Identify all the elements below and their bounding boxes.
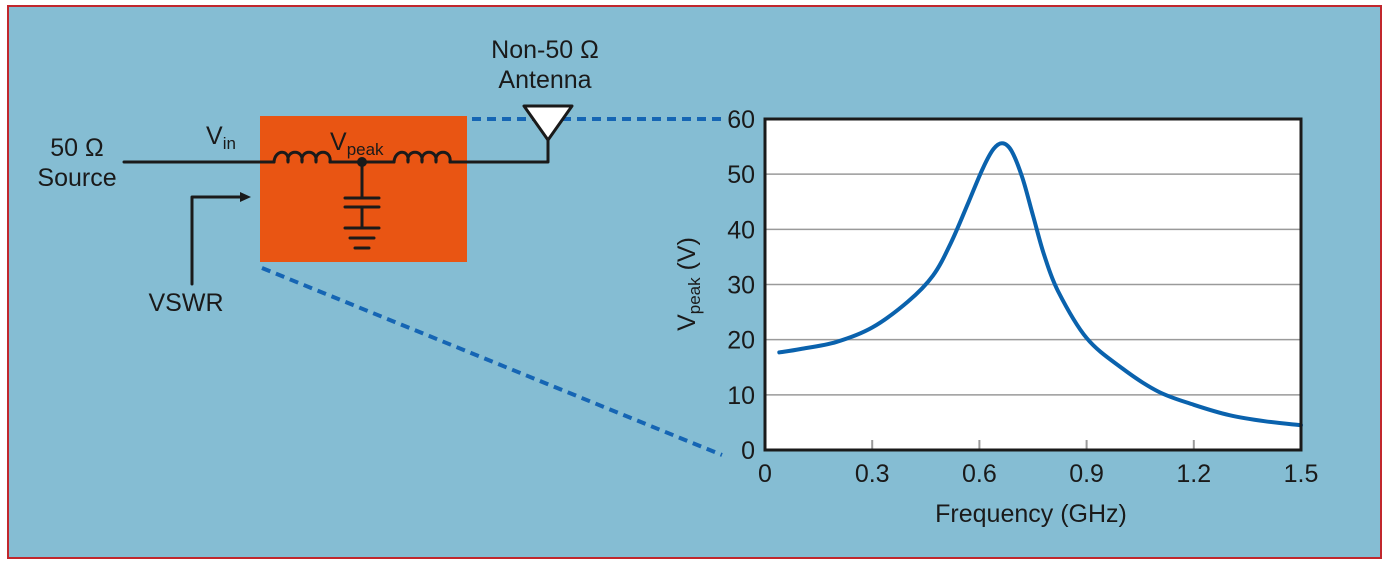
grid-lines [765,173,1301,396]
arrow-icon [190,195,247,286]
y-axis-ticks: 0 10 20 30 40 50 60 [727,106,755,465]
x-tick-label: 0.9 [1069,460,1104,488]
output-wire [448,138,550,164]
y-tick-label: 20 [727,327,755,355]
y-tick-label: 40 [727,216,755,244]
x-tick-label: 1.5 [1284,460,1319,488]
y-tick-label: 60 [727,106,755,134]
antenna-label-line1: Non-50 Ω [491,36,599,64]
y-tick-label: 10 [727,382,755,410]
circuit-diagram: 50 Ω Source Vin Vpeak VSWR Non-50 Ω Ante… [37,36,598,317]
x-tick-label: 0.3 [855,460,890,488]
vin-label: Vin [206,122,236,153]
plot-frame [763,117,1303,452]
zoom-leader-lines [261,117,723,457]
x-tick-label: 0 [758,460,772,488]
x-axis-ticks: 0 0.3 0.6 0.9 1.2 1.5 [758,440,1318,488]
y-axis-label: Vpeak (V) [673,237,704,331]
y-tick-label: 0 [741,437,755,465]
vpeak-node-dot [357,157,367,167]
x-axis-label: Frequency (GHz) [935,500,1127,528]
x-tick-label: 0.6 [962,460,997,488]
antenna-label-line2: Antenna [498,66,591,94]
arrowhead-icon [240,192,251,202]
y-tick-label: 50 [727,161,755,189]
antenna-icon [522,104,574,142]
source-label-line2: Source [37,164,116,192]
inductor-icon [392,150,452,164]
bottom-leader-line [261,266,723,457]
vswr-label: VSWR [149,289,224,317]
source-label-line1: 50 Ω [50,134,103,162]
vpeak-curve [777,141,1303,428]
inductor-icon [272,150,332,164]
vpeak-label: Vpeak [330,128,384,159]
x-tick-label: 1.2 [1176,460,1211,488]
vpeak-frequency-chart: 0 0.3 0.6 0.9 1.2 1.5 0 10 20 30 40 50 60 Frequency… [673,106,1318,528]
y-tick-label: 30 [727,272,755,300]
